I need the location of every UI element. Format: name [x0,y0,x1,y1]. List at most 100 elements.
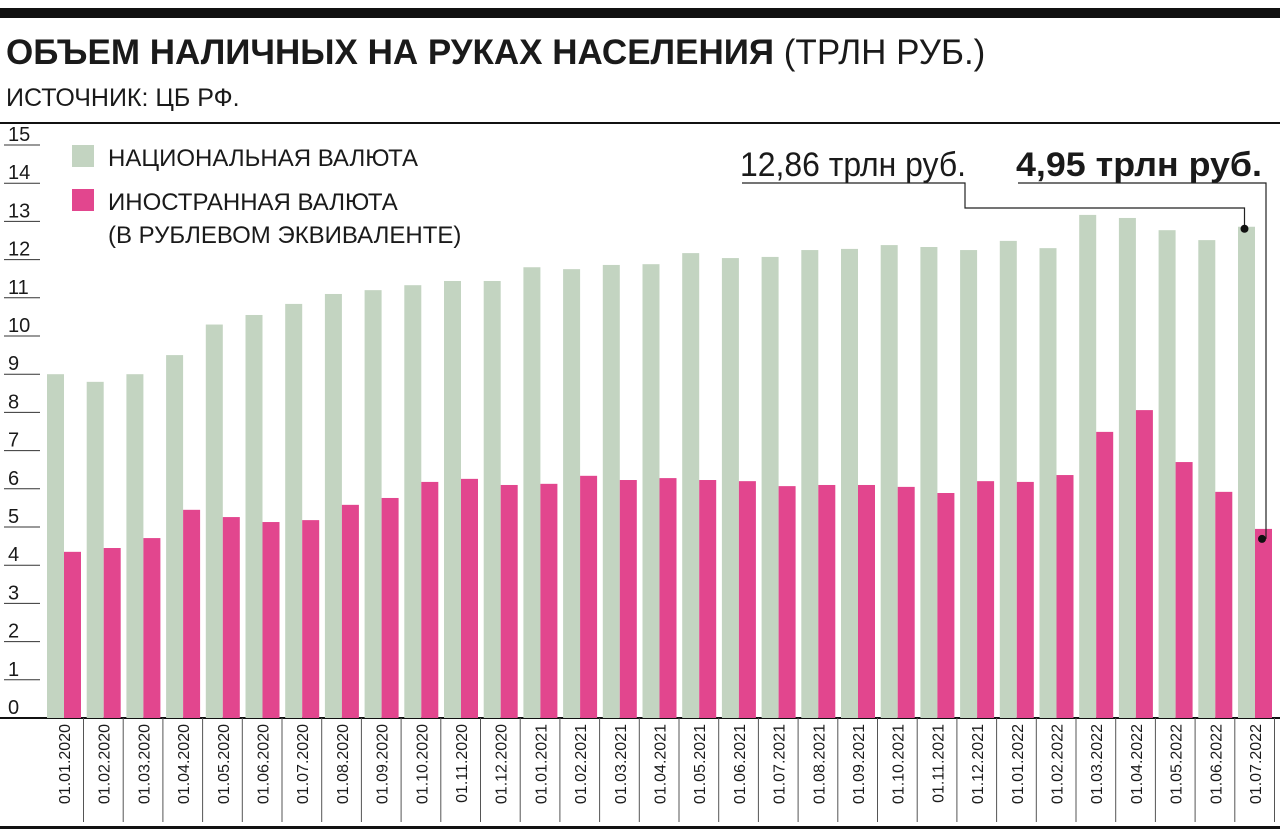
x-tick-label: 01.05.2022 [1169,724,1186,804]
legend-label: ИНОСТРАННАЯ ВАЛЮТА (В РУБЛЕВОМ ЭКВИВАЛЕНТ… [108,189,461,249]
x-tick-label: 01.05.2020 [216,724,233,804]
bar [262,522,280,718]
bar [86,381,104,718]
header-rule [0,122,1280,124]
bar [103,548,121,718]
x-tick-label: 01.01.2020 [57,724,74,804]
bar [1079,214,1097,718]
bar [580,475,598,718]
bar [642,264,660,718]
value-label: 12,86 трлн руб. [740,146,966,184]
x-tick-label: 01.07.2020 [295,724,312,804]
title-main: ОБЪЕМ НАЛИЧНЫХ НА РУКАХ НАСЕЛЕНИЯ [6,33,774,72]
x-tick-label: 01.06.2020 [256,724,273,804]
x-tick-label: 01.04.2022 [1129,724,1146,804]
bottom-rule [0,826,1280,829]
y-tick-label: 13 [8,200,30,222]
x-tick-label: 01.03.2020 [136,724,153,804]
bar [285,303,303,718]
bar [977,481,995,718]
y-tick-label: 8 [8,391,19,413]
top-rule [0,8,1280,18]
bar [1039,248,1057,718]
x-tick-label: 01.12.2020 [494,724,511,804]
bar [1135,410,1153,718]
bar [166,355,184,718]
x-tick-label: 01.02.2021 [573,724,590,804]
bar [563,269,581,718]
x-tick-label: 01.04.2021 [653,724,670,804]
bar [1118,217,1136,718]
x-tick-label: 01.01.2021 [533,724,550,804]
bar [841,248,858,719]
bar [818,484,836,718]
y-tick-label: 4 [8,544,19,566]
x-tick-label: 01.11.2021 [930,724,947,803]
bar [699,480,717,718]
bar [801,250,819,719]
bar [341,504,359,718]
leader-line [742,182,1246,227]
bar [1096,431,1114,718]
y-tick-label: 5 [8,506,19,528]
bar [500,484,518,718]
bar [897,486,915,718]
x-tick-label: 01.11.2020 [454,724,471,803]
bar [1056,475,1074,718]
bar [778,486,796,718]
bar [1175,462,1193,718]
bar [937,493,955,718]
x-tick-label: 01.08.2020 [335,724,352,804]
bar [302,520,320,718]
bar [659,478,677,718]
bar [205,324,223,718]
bar [858,484,875,718]
y-tick-label: 3 [8,582,19,604]
y-tick-label: 12 [8,239,30,261]
bar [880,245,898,719]
leader-dot [1258,534,1266,543]
legend-swatch [72,189,94,211]
leader-line [1018,182,1267,539]
y-tick-label: 10 [8,315,30,337]
x-tick-label: 01.01.2022 [1010,724,1027,804]
bar [619,480,637,718]
x-tick-label: 01.06.2021 [732,724,749,804]
bar [245,314,263,718]
legend-line: (В РУБЛЕВОМ ЭКВИВАЛЕНТЕ) [108,222,461,249]
bar [523,267,541,718]
y-tick-label: 14 [8,162,30,184]
x-tick-label: 01.03.2022 [1089,724,1106,804]
legend-line: ИНОСТРАННАЯ ВАЛЮТА [108,189,398,216]
y-tick-label: 6 [8,468,19,490]
subtitle: ИСТОЧНИК: ЦБ РФ. [6,84,240,112]
bar [1158,230,1176,718]
y-tick-label: 2 [8,621,19,643]
chart-title: ОБЪЕМ НАЛИЧНЫХ НА РУКАХ НАСЕЛЕНИЯ (ТРЛН … [6,33,985,72]
x-tick-label: 01.09.2021 [851,724,868,804]
x-tick-label: 01.06.2022 [1208,724,1225,804]
bar [444,280,461,718]
bar [183,509,201,718]
bar [1255,528,1272,718]
bar [682,253,700,718]
bar [381,497,399,718]
bar [222,517,240,718]
y-tick-label: 9 [8,353,19,375]
x-tick-label: 01.04.2020 [176,724,193,804]
bar [126,374,144,718]
bar [540,483,558,718]
legend-label: НАЦИОНАЛЬНАЯ ВАЛЮТА [108,145,418,172]
leader-dot [1240,224,1249,233]
bar [721,258,739,718]
legend-line: НАЦИОНАЛЬНАЯ ВАЛЮТА [108,145,418,172]
bar [364,290,382,718]
bar [324,293,342,718]
y-tick-label: 1 [8,659,19,681]
y-tick-label: 15 [8,124,30,146]
x-tick-label: 01.03.2021 [613,724,630,804]
y-tick-label: 0 [8,697,19,719]
bar [738,481,756,718]
bar [1198,240,1216,719]
